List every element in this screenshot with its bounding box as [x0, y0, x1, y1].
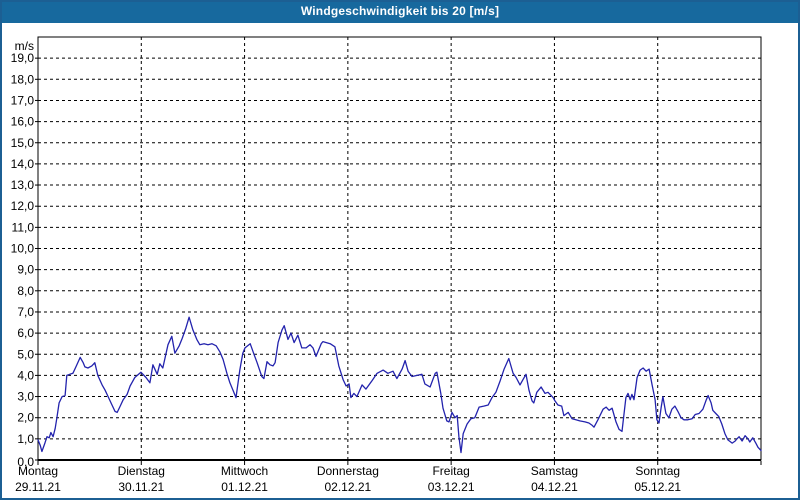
day-name-label: Freitag — [432, 464, 469, 478]
y-tick-label: 18,0 — [11, 72, 35, 86]
day-date-label: 03.12.21 — [428, 480, 475, 494]
y-tick-label: 2,0 — [17, 411, 34, 425]
plot-gridlines — [38, 37, 761, 460]
y-tick-label: 13,0 — [11, 178, 35, 192]
y-tick-label: 19,0 — [11, 51, 35, 65]
day-date-label: 05.12.21 — [634, 480, 681, 494]
y-tick-label: 5,0 — [17, 347, 34, 361]
y-tick-label: 10,0 — [11, 242, 35, 256]
y-tick-label: 1,0 — [17, 432, 34, 446]
day-date-label: 01.12.21 — [221, 480, 268, 494]
y-tick-label: 12,0 — [11, 199, 35, 213]
day-date-label: 29.11.21 — [15, 480, 61, 494]
y-tick-label: 6,0 — [17, 326, 34, 340]
y-tick-label: 9,0 — [17, 263, 34, 277]
day-date-label: 02.12.21 — [324, 480, 371, 494]
y-tick-label: 0,0 — [17, 455, 34, 469]
window-title-bar: Windgeschwindigkeit bis 20 [m/s] — [0, 0, 800, 23]
y-unit-label: m/s — [15, 39, 34, 53]
y-tick-label: 15,0 — [11, 136, 35, 150]
day-date-label: 04.12.21 — [531, 480, 578, 494]
y-tick-label: 17,0 — [11, 93, 35, 107]
day-name-label: Donnerstag — [317, 464, 379, 478]
axis-ticks — [35, 57, 762, 465]
day-date-label: 30.11.21 — [118, 480, 164, 494]
x-axis-labels: Montag 29.11.21 Dienstag 30.11.21 Mittwoch 01… — [15, 464, 681, 494]
day-name-label: Samstag — [531, 464, 578, 478]
y-tick-label: 4,0 — [17, 368, 34, 382]
day-name-label: Dienstag — [118, 464, 165, 478]
day-name-label: Montag — [18, 464, 58, 478]
window-title: Windgeschwindigkeit bis 20 [m/s] — [300, 4, 500, 18]
day-name-label: Sonntag — [635, 464, 680, 478]
day-name-label: Mittwoch — [221, 464, 268, 478]
y-tick-label: 8,0 — [17, 284, 34, 298]
y-tick-label: 3,0 — [17, 390, 34, 404]
y-axis-labels: 0,0 1,0 2,0 3,0 4,0 5,0 6,0 7,0 8,0 9,0 10,0 11,0 12… — [11, 39, 35, 469]
y-tick-label: 11,0 — [12, 220, 35, 234]
y-tick-label: 7,0 — [17, 305, 34, 319]
y-tick-label: 14,0 — [11, 157, 35, 171]
wind-speed-line — [37, 316, 762, 454]
y-tick-label: 16,0 — [11, 115, 35, 129]
